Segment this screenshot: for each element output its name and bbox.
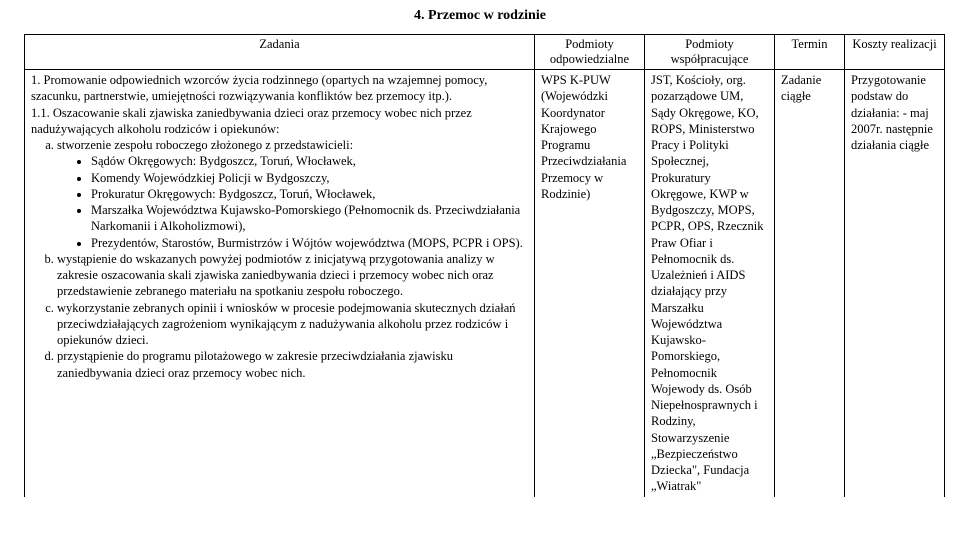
col-header-zadania: Zadania — [25, 35, 535, 70]
item-a-text: stworzenie zespołu roboczego złożonego z… — [57, 138, 353, 152]
col-header-termin: Termin — [775, 35, 845, 70]
table-header-row: Zadania Podmioty odpowiedzialne Podmioty… — [25, 35, 945, 70]
col-header-odpowiedzialne: Podmioty odpowiedzialne — [535, 35, 645, 70]
cell-wspolpracujace: JST, Kościoły, org. pozarządowe UM, Sądy… — [645, 70, 775, 497]
bullet-item: Prezydentów, Starostów, Burmistrzów i Wó… — [91, 235, 528, 251]
bullet-list: Sądów Okręgowych: Bydgoszcz, Toruń, Włoc… — [57, 153, 528, 251]
col-header-wspolpracujace: Podmioty współpracujące — [645, 35, 775, 70]
list-item-b: wystąpienie do wskazanych powyżej podmio… — [57, 251, 528, 300]
section-title: 4. Przemoc w rodzinie — [24, 8, 936, 24]
table-row: 1. Promowanie odpowiednich wzorców życia… — [25, 70, 945, 497]
list-item-d: przystąpienie do programu pilotażowego w… — [57, 348, 528, 381]
lettered-list: stworzenie zespołu roboczego złożonego z… — [31, 137, 528, 381]
task-intro-2: 1.1. Oszacowanie skali zjawiska zaniedby… — [31, 105, 528, 138]
list-item-a: stworzenie zespołu roboczego złożonego z… — [57, 137, 528, 251]
cell-koszty: Przygotowanie podstaw do działania: - ma… — [845, 70, 945, 497]
tasks-table: Zadania Podmioty odpowiedzialne Podmioty… — [24, 34, 945, 497]
cell-zadania: 1. Promowanie odpowiednich wzorców życia… — [25, 70, 535, 497]
cell-odpowiedzialne: WPS K-PUW (Wojewódzki Koordynator Krajow… — [535, 70, 645, 497]
bullet-item: Komendy Wojewódzkiej Policji w Bydgoszcz… — [91, 170, 528, 186]
bullet-item: Marszałka Województwa Kujawsko-Pomorskie… — [91, 202, 528, 235]
col-header-koszty: Koszty realizacji — [845, 35, 945, 70]
task-intro-1: 1. Promowanie odpowiednich wzorców życia… — [31, 72, 528, 105]
list-item-c: wykorzystanie zebranych opinii i wnioskó… — [57, 300, 528, 349]
cell-termin: Zadanie ciągłe — [775, 70, 845, 497]
bullet-item: Sądów Okręgowych: Bydgoszcz, Toruń, Włoc… — [91, 153, 528, 169]
bullet-item: Prokuratur Okręgowych: Bydgoszcz, Toruń,… — [91, 186, 528, 202]
